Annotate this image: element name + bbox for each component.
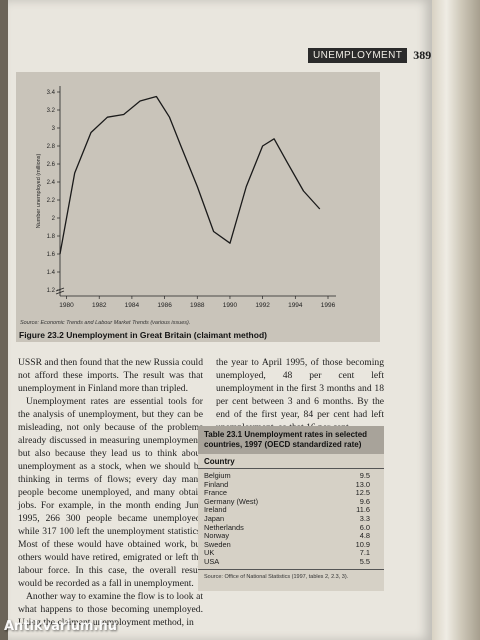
country-cell: Netherlands xyxy=(204,522,244,532)
table-row: Sweden 10.9 xyxy=(198,539,384,550)
figure-23-2: 1.2 1.4 1.6 1.8 2 2.2 2.4 2.6 2.8 3 3.2 3.4 1980 1982… xyxy=(16,72,380,342)
country-cell: Japan xyxy=(204,513,225,523)
table-row: Belgium 9.5 xyxy=(198,471,384,481)
country-cell: USA xyxy=(204,556,220,566)
country-cell: Belgium xyxy=(204,471,231,480)
figure-caption: Figure 23.2 Unemployment in Great Britai… xyxy=(19,330,267,340)
running-head: UNEMPLOYMENT 389 xyxy=(308,45,431,65)
paragraph: Unemployment rates are essential tools f… xyxy=(18,396,203,589)
y-tick-label: 1.4 xyxy=(47,270,56,276)
x-tick-label: 1982 xyxy=(92,302,107,309)
table-column-header: Country xyxy=(198,454,384,469)
axis-break-mark xyxy=(55,287,65,295)
watermark-text: Antikvarium.hu xyxy=(4,619,117,634)
y-tick-label: 2.8 xyxy=(47,144,56,150)
series-line-unemployment xyxy=(59,95,321,255)
table-row: Finland 13.0 xyxy=(198,479,384,490)
table-row: UK 7.1 xyxy=(198,549,384,558)
table-row: Netherlands 6.0 xyxy=(198,522,384,533)
y-tick-label: 1.6 xyxy=(47,252,56,258)
country-cell: Ireland xyxy=(204,505,227,515)
paragraph: Another way to examine the flow is to lo… xyxy=(18,591,203,628)
rate-cell: 9.5 xyxy=(359,471,370,480)
rate-cell: 13.0 xyxy=(355,479,370,489)
rate-cell: 7.1 xyxy=(359,548,370,558)
x-tick-label: 1996 xyxy=(321,302,336,309)
rate-cell: 4.8 xyxy=(359,531,370,541)
x-tick-label: 1988 xyxy=(190,302,205,309)
x-tick-label: 1984 xyxy=(125,302,140,309)
y-tick-label: 3 xyxy=(52,126,56,132)
rate-cell: 10.9 xyxy=(355,539,370,549)
y-tick-label: 3.2 xyxy=(47,108,56,114)
figure-source: Source: Economic Trends and Labour Marke… xyxy=(20,320,191,326)
x-tick-label: 1992 xyxy=(255,302,270,309)
rate-cell: 12.5 xyxy=(355,488,370,498)
right-column-text: the year to April 1995, of those becomin… xyxy=(216,356,384,434)
y-tick-label: 2.2 xyxy=(47,198,56,204)
table-row: France 12.5 xyxy=(198,489,384,498)
paragraph: the year to April 1995, of those becomin… xyxy=(216,357,384,433)
page-number: 389 xyxy=(413,47,432,62)
rate-cell: 6.0 xyxy=(359,522,370,532)
country-cell: Finland xyxy=(204,479,229,489)
y-axis-title: Number unemployed (millions) xyxy=(36,154,42,229)
page-edge xyxy=(432,0,480,640)
rate-cell: 9.6 xyxy=(359,496,370,506)
rate-cell: 11.6 xyxy=(356,505,370,515)
y-tick-label: 2.4 xyxy=(47,180,56,186)
rate-cell: 5.5 xyxy=(359,556,370,566)
x-tick-label: 1980 xyxy=(59,302,74,309)
x-tick-label: 1986 xyxy=(157,302,172,309)
table-row: USA 5.5 xyxy=(198,556,384,567)
country-cell: UK xyxy=(204,548,215,558)
country-cell: Norway xyxy=(204,531,230,541)
country-cell: Sweden xyxy=(204,539,231,549)
y-tick-label: 2.6 xyxy=(47,162,56,168)
y-tick-label: 2 xyxy=(52,216,56,222)
paragraph: USSR and then found that the new Russia … xyxy=(18,357,203,394)
table-body: Belgium 9.5 Finland 13.0 France 12.5 Germany (… xyxy=(198,469,384,570)
table-source: Source: Office of National Statistics (1… xyxy=(204,573,349,580)
left-column-text: USSR and then found that the new Russia … xyxy=(18,356,203,629)
rate-cell: 3.3 xyxy=(359,513,370,523)
x-tick-label: 1994 xyxy=(288,302,303,309)
table-row: Ireland 11.6 xyxy=(198,506,384,515)
table-23-1: Table 23.1 Unemployment rates in selecte… xyxy=(198,426,384,591)
country-cell: Germany (West) xyxy=(204,496,259,506)
table-row: Germany (West) 9.6 xyxy=(198,496,384,507)
unemployment-line-chart: 1.2 1.4 1.6 1.8 2 2.2 2.4 2.6 2.8 3 3.2 3.4 1980 1982… xyxy=(36,86,336,309)
book-page: UNEMPLOYMENT 389 1.2 1.4 1.6 1.8 2 2.2 2.4 2.6 2… xyxy=(8,0,432,640)
country-cell: France xyxy=(204,488,228,498)
y-tick-label: 1.8 xyxy=(47,234,56,240)
x-tick-label: 1990 xyxy=(223,302,238,309)
y-tick-label: 1.2 xyxy=(47,288,56,294)
table-row: Japan 3.3 xyxy=(198,513,384,524)
chapter-label: UNEMPLOYMENT xyxy=(308,47,408,63)
table-row: Norway 4.8 xyxy=(198,532,384,541)
table-title: Table 23.1 Unemployment rates in selecte… xyxy=(198,426,384,454)
y-tick-label: 3.4 xyxy=(47,90,56,96)
